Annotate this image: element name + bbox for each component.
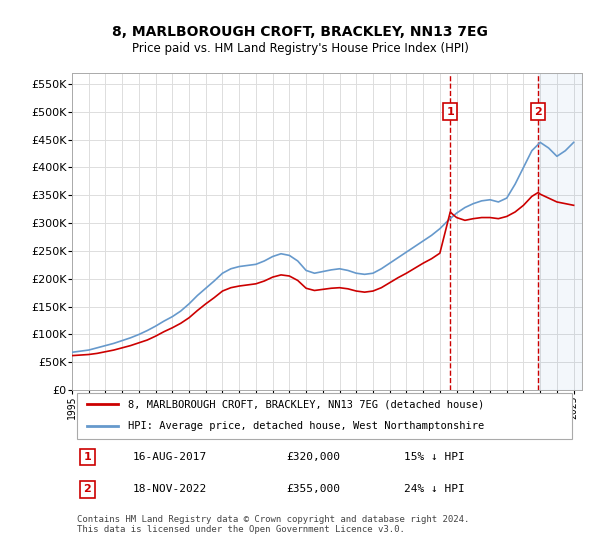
Text: 2: 2 bbox=[535, 107, 542, 117]
Text: HPI: Average price, detached house, West Northamptonshire: HPI: Average price, detached house, West… bbox=[128, 421, 484, 431]
Text: Price paid vs. HM Land Registry's House Price Index (HPI): Price paid vs. HM Land Registry's House … bbox=[131, 42, 469, 55]
Text: 8, MARLBOROUGH CROFT, BRACKLEY, NN13 7EG: 8, MARLBOROUGH CROFT, BRACKLEY, NN13 7EG bbox=[112, 25, 488, 39]
Text: £320,000: £320,000 bbox=[286, 452, 340, 462]
Text: 1: 1 bbox=[83, 452, 91, 462]
Text: 15% ↓ HPI: 15% ↓ HPI bbox=[404, 452, 464, 462]
Text: 2: 2 bbox=[83, 484, 91, 494]
Text: 1: 1 bbox=[446, 107, 454, 117]
Text: 8, MARLBOROUGH CROFT, BRACKLEY, NN13 7EG (detached house): 8, MARLBOROUGH CROFT, BRACKLEY, NN13 7EG… bbox=[128, 399, 484, 409]
Bar bbox=[538, 73, 582, 390]
Text: 18-NOV-2022: 18-NOV-2022 bbox=[133, 484, 208, 494]
Text: 16-AUG-2017: 16-AUG-2017 bbox=[133, 452, 208, 462]
Text: Contains HM Land Registry data © Crown copyright and database right 2024.
This d: Contains HM Land Registry data © Crown c… bbox=[77, 515, 469, 534]
Text: £355,000: £355,000 bbox=[286, 484, 340, 494]
Text: 24% ↓ HPI: 24% ↓ HPI bbox=[404, 484, 464, 494]
FancyBboxPatch shape bbox=[77, 393, 572, 438]
